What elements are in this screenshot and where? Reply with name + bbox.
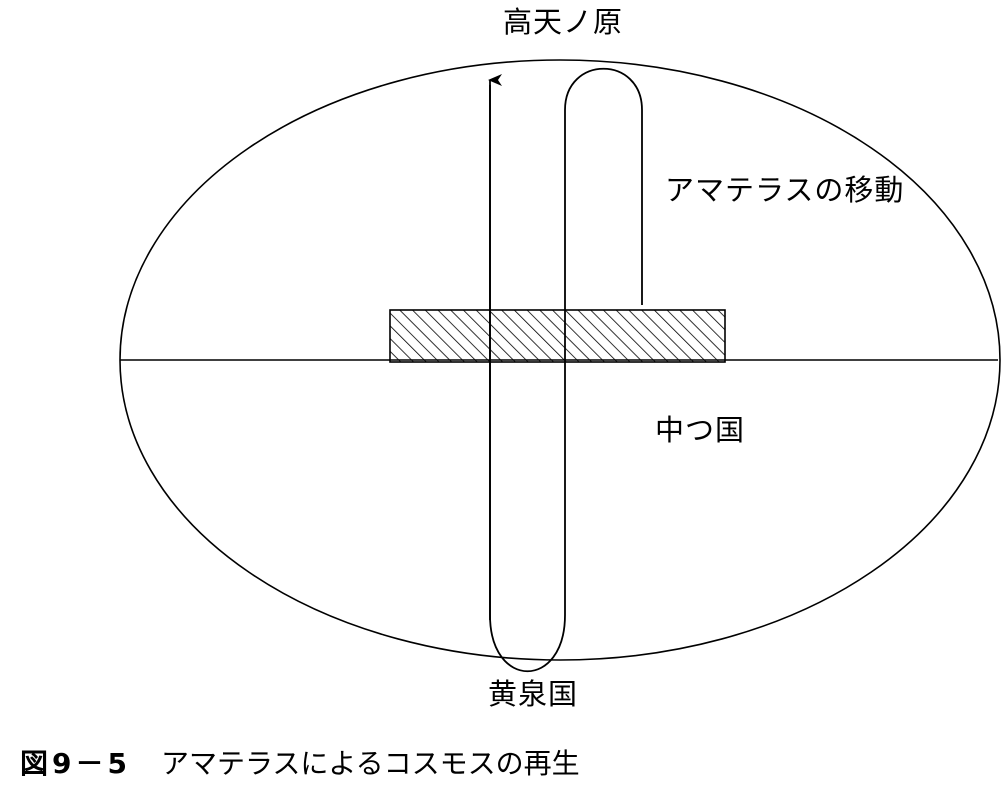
hatched-block: [389, 309, 726, 363]
caption-text: アマテラスによるコスモスの再生: [160, 747, 580, 780]
label-nakatsukuni: 中つ国: [655, 413, 746, 447]
label-amaterasu-movement: アマテラスの移動: [665, 173, 905, 207]
figure-number: 図9－5: [20, 747, 131, 780]
label-takamagahara: 高天ノ原: [503, 5, 624, 39]
figure-caption: 図9－5 アマテラスによるコスモスの再生: [20, 750, 580, 778]
movement-loop: [489, 67, 643, 672]
label-yomi: 黄泉国: [488, 677, 579, 711]
